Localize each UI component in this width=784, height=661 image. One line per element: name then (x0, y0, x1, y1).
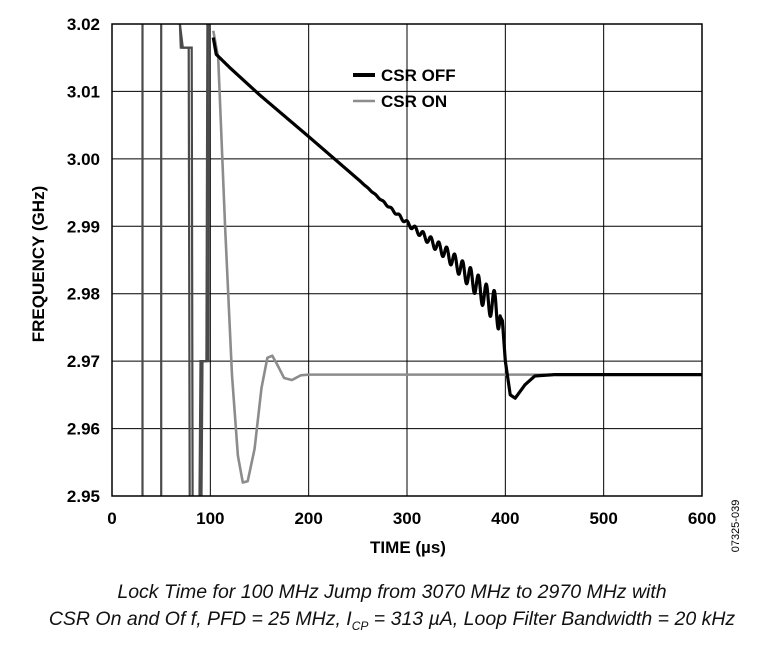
caption-line-2: CSR On and Of f, PFD = 25 MHz, ICP = 313… (0, 608, 784, 633)
x-tick-label: 600 (688, 509, 716, 528)
y-axis-title: FREQUENCY (GHz) (29, 186, 48, 342)
y-tick-label: 3.00 (67, 150, 100, 169)
caption-subscript: CP (351, 618, 369, 633)
x-tick-label: 300 (393, 509, 421, 528)
caption-line-2-suffix: = 313 µA, Loop Filter Bandwidth = 20 kHz (368, 608, 736, 630)
series-csr-off-line (211, 37, 704, 400)
series-csr-on-line (212, 30, 703, 484)
legend-label-csr-on: CSR ON (381, 92, 447, 111)
y-tick-label: 3.02 (67, 15, 100, 34)
step-trace-3 (178, 23, 194, 497)
caption-line-2-prefix: CSR On and Of f, PFD = 25 MHz, I (48, 608, 352, 630)
x-axis-title: TIME (µs) (370, 538, 446, 557)
y-tick-label: 2.97 (67, 352, 100, 371)
x-tick-label: 500 (589, 509, 617, 528)
x-tick-label: 100 (196, 509, 224, 528)
plot-frame (111, 23, 703, 497)
y-tick-label: 2.96 (67, 420, 100, 439)
y-tick-label: 3.01 (67, 82, 100, 101)
data-series (141, 23, 704, 497)
grid-lines (112, 24, 702, 496)
tick-labels: 0 100 200 300 400 500 600 2.95 2.96 2.97 2.98 2.99 3… (67, 15, 716, 528)
legend: CSR OFF CSR ON (353, 66, 456, 111)
x-tick-label: 400 (491, 509, 519, 528)
y-tick-label: 2.98 (67, 285, 100, 304)
caption-line-1: Lock Time for 100 MHz Jump from 3070 MHz… (117, 581, 667, 603)
step-trace-4 (198, 23, 209, 497)
step-trace-5 (200, 23, 211, 497)
frequency-lock-chart: 0 100 200 300 400 500 600 2.95 2.96 2.97 2.98 2.99 3… (29, 15, 742, 557)
legend-label-csr-off: CSR OFF (381, 66, 456, 85)
y-tick-label: 2.95 (67, 487, 100, 506)
x-tick-label: 0 (107, 509, 116, 528)
y-tick-label: 2.99 (67, 217, 100, 236)
step-trace-2 (178, 23, 191, 497)
x-tick-label: 200 (294, 509, 322, 528)
figure-code: 07325-039 (730, 500, 742, 553)
